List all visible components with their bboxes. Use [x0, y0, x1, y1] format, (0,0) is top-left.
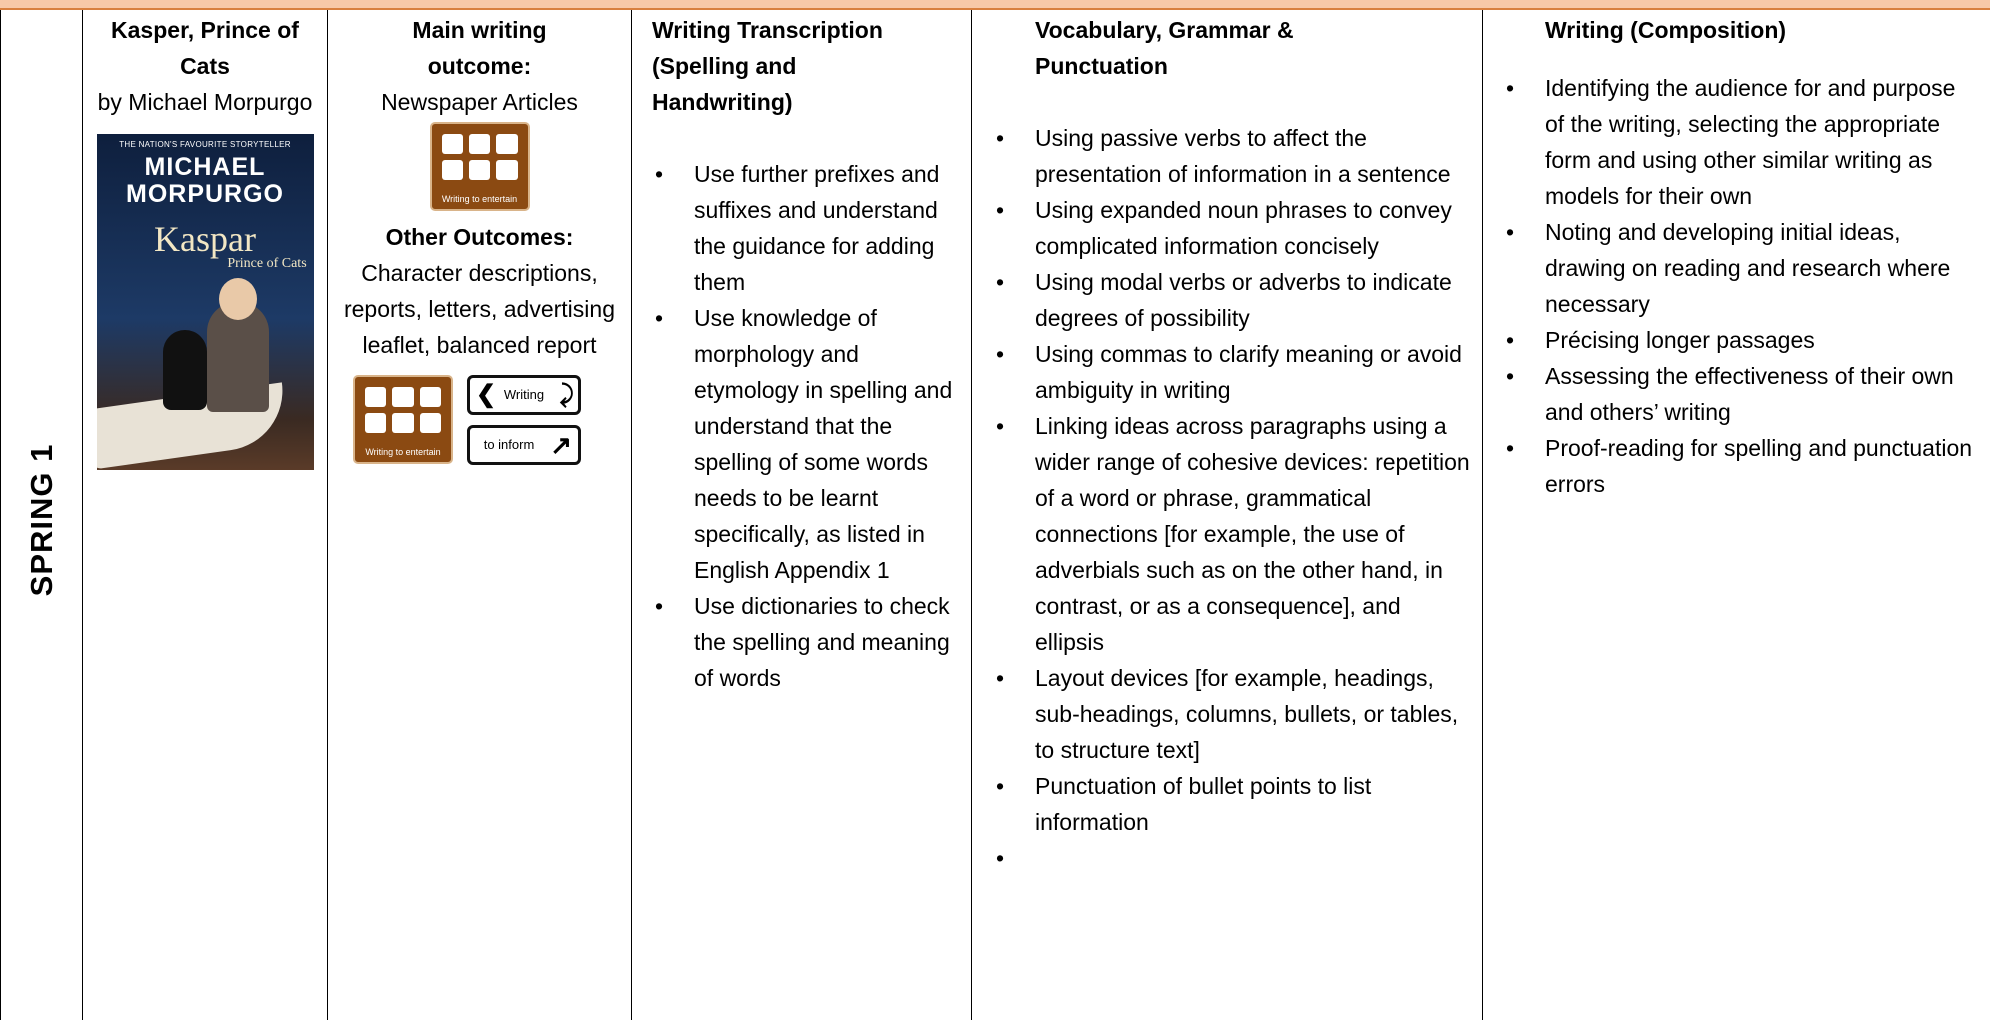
entertain-sign: Writing to entertain: [429, 122, 530, 211]
other-outcomes: Character descriptions, reports, letters…: [343, 260, 615, 358]
empty-bullet: [996, 840, 1472, 876]
entertain-sign: Writing to entertain: [353, 375, 453, 464]
outcomes-cell: Main writing outcome: Newspaper Articles…: [327, 10, 632, 1020]
bullet-item: Punctuation of bullet points to list inf…: [996, 768, 1472, 840]
bullet-item: Using expanded noun phrases to convey co…: [996, 192, 1472, 264]
vocabulary-heading: Vocabulary, Grammar & Punctuation: [1035, 17, 1294, 79]
vocabulary-cell: Vocabulary, Grammar & Punctuation Using …: [971, 10, 1483, 1020]
cover-art: [218, 278, 257, 320]
composition-cell: Writing (Composition) Identifying the au…: [1482, 10, 1990, 1020]
bullet-item: Use knowledge of morphology and etymolog…: [655, 300, 961, 588]
sign-icons: [441, 134, 518, 180]
transcription-list: Use further prefixes and suffixes and un…: [652, 156, 961, 696]
bullet-item: Noting and developing initial ideas, dra…: [1506, 214, 1980, 322]
term-label: SPRING 1: [23, 443, 59, 597]
sign-caption: Writing: [467, 375, 581, 415]
bullet-item: Proof-reading for spelling and punctuati…: [1506, 430, 1980, 502]
cover-author: MICHAEL MORPURGO: [126, 153, 284, 208]
bullet-item: Using modal verbs or adverbs to indicate…: [996, 264, 1472, 336]
bullet-item: Using passive verbs to affect the presen…: [996, 120, 1472, 192]
bullet-item: Use further prefixes and suffixes and un…: [655, 156, 961, 300]
bullet-item: Use dictionaries to check the spelling a…: [655, 588, 961, 696]
term-cell: SPRING 1: [0, 10, 83, 1020]
composition-list: Identifying the audience for and purpose…: [1506, 70, 1980, 502]
cover-tagline: THE NATION'S FAVOURITE STORYTELLER: [119, 140, 291, 149]
cover-subtitle: Prince of Cats: [227, 256, 307, 271]
sign-caption: Writing to entertain: [365, 447, 441, 457]
main-heading: Main writing outcome:: [412, 17, 547, 79]
bullet-item: Linking ideas across paragraphs using a …: [996, 408, 1472, 660]
bullet-item: Using commas to clarify meaning or avoid…: [996, 336, 1472, 408]
transcription-heading: Writing Transcription (Spelling and Hand…: [652, 17, 883, 115]
bullet-item: Précising longer passages: [1506, 322, 1980, 358]
bullet-item: Identifying the audience for and purpose…: [1506, 70, 1980, 214]
book-cover: THE NATION'S FAVOURITE STORYTELLER MICHA…: [96, 134, 314, 470]
cover-title: Kaspar: [154, 219, 256, 259]
bullet-item: Layout devices [for example, headings, s…: [996, 660, 1472, 768]
vocabulary-list: Using passive verbs to affect the presen…: [996, 120, 1472, 876]
sign-icons: [365, 387, 441, 433]
transcription-cell: Writing Transcription (Spelling and Hand…: [631, 10, 972, 1020]
sign-caption: Writing to entertain: [441, 194, 518, 204]
plan-table: SPRING 1 Kasper, Prince of Cats by Micha…: [0, 10, 1990, 1020]
inform-sign: Writing to inform: [467, 375, 581, 467]
main-outcome: Newspaper Articles: [381, 89, 578, 115]
book-author: by Michael Morpurgo: [97, 89, 313, 115]
cover-art: [162, 330, 207, 410]
book-cell: Kasper, Prince of Cats by Michael Morpur…: [82, 10, 328, 1020]
cover-art: [206, 302, 269, 412]
other-heading: Other Outcomes:: [385, 224, 574, 250]
sign-caption: to inform: [467, 425, 581, 465]
top-bar: [0, 0, 1990, 10]
plan-row: SPRING 1 Kasper, Prince of Cats by Micha…: [0, 10, 1990, 1020]
composition-heading: Writing (Composition): [1545, 17, 1787, 43]
sign-row: Writing to entertain Writing to inform: [338, 375, 621, 467]
book-title: Kasper, Prince of Cats: [111, 17, 299, 79]
bullet-item: Assessing the effectiveness of their own…: [1506, 358, 1980, 430]
